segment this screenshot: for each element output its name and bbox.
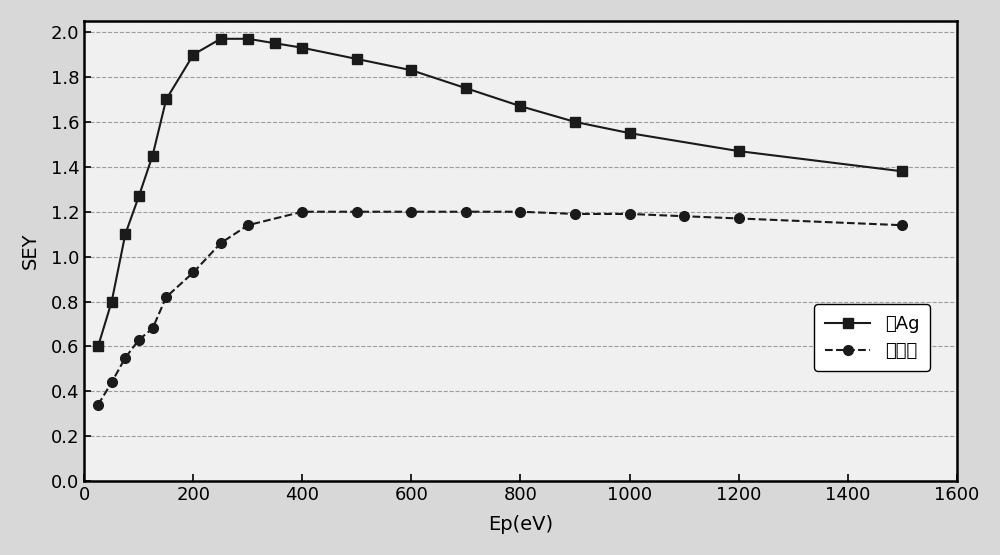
微刻蚀 [569,211,581,218]
镶Ag [624,130,636,137]
镶Ag [160,96,172,103]
微刻蚀 [160,294,172,300]
微刻蚀 [624,211,636,218]
微刻蚀 [405,208,417,215]
镶Ag [242,36,254,42]
微刻蚀 [351,208,363,215]
Line: 微刻蚀: 微刻蚀 [93,207,907,410]
微刻蚀 [733,215,745,222]
微刻蚀 [92,401,104,408]
镶Ag [351,56,363,62]
镶Ag [187,51,199,58]
X-axis label: Ep(eV): Ep(eV) [488,515,553,534]
Line: 镶Ag: 镶Ag [93,34,907,351]
镶Ag [106,298,118,305]
Y-axis label: SEY: SEY [21,233,40,269]
镶Ag [215,36,227,42]
微刻蚀 [296,208,308,215]
微刻蚀 [896,222,908,229]
微刻蚀 [187,269,199,276]
微刻蚀 [514,208,526,215]
镶Ag [269,40,281,47]
微刻蚀 [242,222,254,229]
镶Ag [896,168,908,175]
微刻蚀 [215,240,227,246]
镶Ag [296,44,308,51]
镶Ag [514,103,526,109]
镶Ag [147,152,159,159]
镶Ag [119,231,131,238]
镶Ag [92,343,104,350]
镶Ag [133,193,145,199]
镶Ag [733,148,745,154]
微刻蚀 [678,213,690,220]
微刻蚀 [119,354,131,361]
镶Ag [405,67,417,74]
微刻蚀 [147,325,159,332]
微刻蚀 [460,208,472,215]
微刻蚀 [133,336,145,343]
Legend: 镶Ag, 微刻蚀: 镶Ag, 微刻蚀 [814,304,930,371]
镶Ag [569,119,581,125]
镶Ag [460,85,472,92]
微刻蚀 [106,379,118,386]
